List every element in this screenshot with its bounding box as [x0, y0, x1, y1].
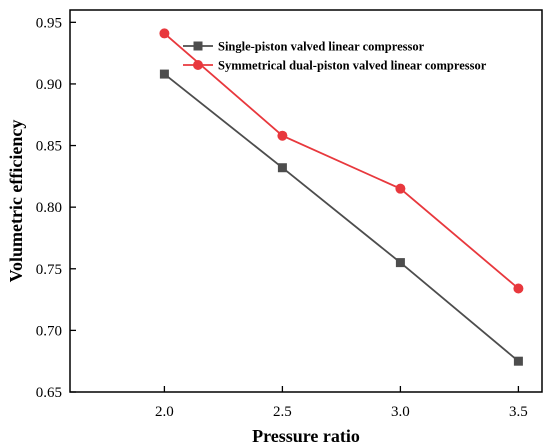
y-tick-label: 0.70	[36, 323, 62, 339]
series-lines	[163, 32, 519, 362]
series-2-point	[395, 183, 406, 194]
x-tick-label: 2.5	[273, 404, 292, 420]
series-1-point	[277, 163, 287, 173]
series-markers	[159, 28, 524, 366]
series-2-point	[159, 28, 170, 39]
series-1-point	[159, 69, 169, 79]
plot-area-frame	[69, 9, 543, 393]
series-2-point	[277, 130, 288, 141]
y-tick-label: 0.85	[36, 139, 62, 155]
x-axis-title: Pressure ratio	[252, 426, 360, 446]
y-tick-label: 0.95	[36, 15, 62, 31]
series-2-point	[513, 283, 524, 294]
series-line-2	[163, 32, 519, 290]
x-tick-label: 2.0	[155, 404, 174, 420]
legend-marker-2	[193, 60, 203, 70]
legend-label-1: Single-piston valved linear compressor	[218, 40, 425, 54]
series-line-1	[163, 73, 519, 362]
x-tick-label: 3.0	[391, 404, 410, 420]
legend-label-2: Symmetrical dual-piston valved linear co…	[218, 59, 487, 73]
legend-marker-1	[193, 41, 203, 51]
series-1-point	[395, 258, 405, 268]
y-tick-label: 0.80	[36, 200, 62, 216]
axis-ticks: 0.65 0.70 0.75 0.80 0.85 0.90 0.95 2.0 2.5 3.0 3.5	[36, 15, 528, 420]
y-tick-label: 0.75	[36, 262, 62, 278]
x-tick-label: 3.5	[509, 404, 528, 420]
y-tick-label: 0.65	[36, 385, 62, 401]
series-1-point	[513, 356, 523, 366]
y-tick-label: 0.90	[36, 77, 62, 93]
legend: Single-piston valved linear compressor Sy…	[183, 40, 487, 73]
y-axis-title: Volumetric efficiency	[6, 120, 26, 283]
